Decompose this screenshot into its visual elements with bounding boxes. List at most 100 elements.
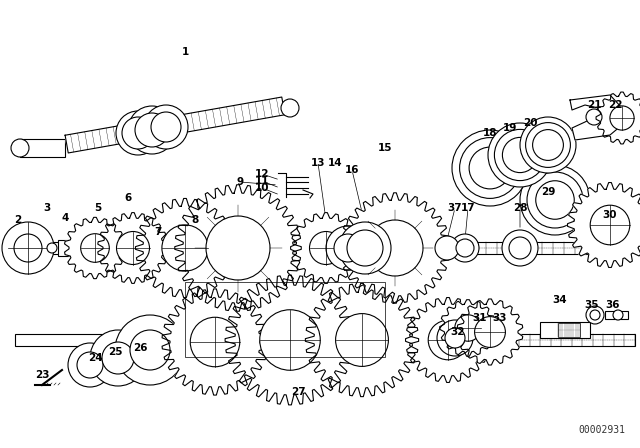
Circle shape bbox=[613, 310, 623, 320]
Circle shape bbox=[475, 317, 506, 347]
Bar bbox=[605, 311, 628, 319]
Polygon shape bbox=[65, 217, 125, 279]
Text: 5: 5 bbox=[94, 203, 102, 213]
Circle shape bbox=[509, 237, 531, 259]
Polygon shape bbox=[162, 289, 268, 395]
Text: 29: 29 bbox=[541, 187, 555, 197]
Polygon shape bbox=[98, 213, 168, 284]
Bar bbox=[558, 323, 580, 337]
Text: 9: 9 bbox=[236, 177, 244, 187]
Circle shape bbox=[590, 310, 600, 320]
Text: 15: 15 bbox=[378, 143, 392, 153]
Circle shape bbox=[435, 236, 459, 260]
Polygon shape bbox=[440, 300, 496, 356]
Text: 36: 36 bbox=[605, 300, 620, 310]
Circle shape bbox=[102, 342, 134, 374]
Circle shape bbox=[47, 243, 57, 253]
Circle shape bbox=[456, 239, 474, 257]
Bar bbox=[15, 334, 132, 346]
Polygon shape bbox=[596, 92, 640, 144]
Polygon shape bbox=[570, 95, 622, 140]
Text: 2: 2 bbox=[14, 215, 22, 225]
Text: 28: 28 bbox=[513, 203, 527, 213]
Circle shape bbox=[590, 205, 630, 245]
Bar bbox=[58, 240, 72, 256]
Bar bbox=[15, 242, 62, 254]
Polygon shape bbox=[175, 185, 301, 311]
Bar bbox=[60, 242, 620, 254]
Text: 17: 17 bbox=[461, 203, 476, 213]
Circle shape bbox=[527, 172, 583, 228]
Circle shape bbox=[81, 234, 109, 262]
Text: 11: 11 bbox=[255, 176, 269, 186]
Circle shape bbox=[339, 222, 391, 274]
Text: 22: 22 bbox=[608, 100, 622, 110]
Text: 16: 16 bbox=[345, 165, 359, 175]
Circle shape bbox=[116, 111, 160, 155]
Text: 7: 7 bbox=[154, 227, 162, 237]
Circle shape bbox=[260, 310, 320, 370]
Text: 3: 3 bbox=[44, 203, 51, 213]
Circle shape bbox=[445, 328, 465, 348]
Text: 00002931: 00002931 bbox=[578, 425, 625, 435]
Circle shape bbox=[122, 117, 154, 149]
Circle shape bbox=[310, 232, 342, 264]
Text: 26: 26 bbox=[132, 343, 147, 353]
Polygon shape bbox=[340, 193, 450, 303]
Circle shape bbox=[14, 234, 42, 262]
Polygon shape bbox=[65, 97, 285, 153]
Bar bbox=[20, 139, 65, 157]
Circle shape bbox=[130, 330, 170, 370]
Circle shape bbox=[520, 165, 590, 235]
Circle shape bbox=[190, 317, 240, 367]
Circle shape bbox=[525, 123, 570, 168]
Text: 30: 30 bbox=[603, 210, 617, 220]
Circle shape bbox=[206, 216, 270, 280]
Circle shape bbox=[335, 314, 388, 366]
Circle shape bbox=[115, 315, 185, 385]
Circle shape bbox=[367, 220, 423, 276]
Text: 12: 12 bbox=[255, 169, 269, 179]
Circle shape bbox=[11, 139, 29, 157]
Circle shape bbox=[437, 320, 473, 356]
Text: 21: 21 bbox=[587, 100, 601, 110]
Text: 23: 23 bbox=[35, 370, 49, 380]
Polygon shape bbox=[406, 297, 490, 383]
Circle shape bbox=[347, 230, 383, 266]
Circle shape bbox=[532, 129, 563, 160]
Text: 27: 27 bbox=[291, 387, 305, 397]
Polygon shape bbox=[136, 198, 234, 297]
Circle shape bbox=[451, 234, 479, 262]
Circle shape bbox=[2, 222, 54, 274]
Text: 35: 35 bbox=[585, 300, 599, 310]
Circle shape bbox=[586, 109, 602, 125]
Polygon shape bbox=[291, 213, 362, 284]
Text: 18: 18 bbox=[483, 128, 497, 138]
Circle shape bbox=[326, 226, 370, 270]
Circle shape bbox=[455, 315, 481, 341]
Text: 25: 25 bbox=[108, 347, 122, 357]
Text: 10: 10 bbox=[255, 183, 269, 193]
Polygon shape bbox=[568, 182, 640, 267]
Text: 32: 32 bbox=[451, 327, 465, 337]
Polygon shape bbox=[457, 299, 523, 365]
Circle shape bbox=[162, 225, 208, 271]
Text: 33: 33 bbox=[493, 313, 508, 323]
Circle shape bbox=[469, 147, 511, 189]
Bar bbox=[185, 282, 385, 357]
Text: 8: 8 bbox=[191, 215, 198, 225]
Circle shape bbox=[77, 352, 103, 378]
Circle shape bbox=[334, 234, 362, 262]
Circle shape bbox=[281, 99, 299, 117]
Circle shape bbox=[128, 106, 176, 154]
Circle shape bbox=[428, 320, 468, 360]
Text: 4: 4 bbox=[61, 213, 68, 223]
Circle shape bbox=[488, 123, 552, 187]
Circle shape bbox=[502, 138, 538, 172]
Circle shape bbox=[494, 129, 545, 181]
Text: 31: 31 bbox=[473, 313, 487, 323]
Text: 1: 1 bbox=[181, 47, 189, 57]
Circle shape bbox=[536, 181, 574, 219]
Text: 13: 13 bbox=[311, 158, 325, 168]
Circle shape bbox=[452, 130, 528, 206]
